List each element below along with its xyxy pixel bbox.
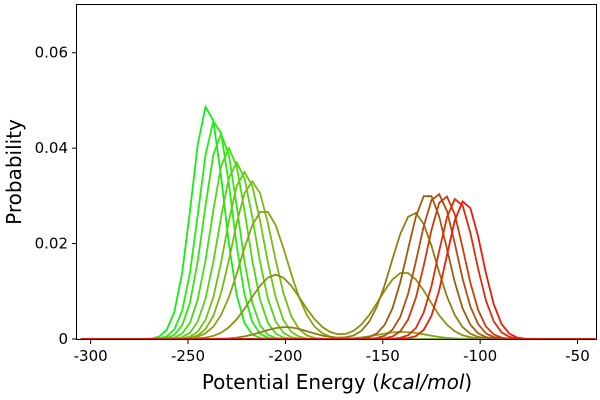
plot-series-group bbox=[80, 104, 596, 340]
series-line-5 bbox=[80, 160, 596, 340]
series-line-9 bbox=[80, 272, 596, 340]
series-line-2 bbox=[80, 118, 596, 340]
series-line-10 bbox=[80, 211, 596, 340]
x-tick-label: -50 bbox=[565, 347, 590, 365]
series-line-15 bbox=[80, 200, 596, 340]
series-line-7 bbox=[80, 179, 596, 340]
y-tick-label: 0 bbox=[58, 330, 68, 348]
y-axis: 0 0.02 0.04 0.06 bbox=[35, 44, 77, 348]
series-line-3 bbox=[80, 131, 596, 340]
x-axis: -300 -250 -200 -150 -100 -50 bbox=[74, 339, 590, 365]
series-line-11 bbox=[80, 195, 596, 340]
series-line-6 bbox=[80, 170, 596, 340]
x-axis-label: Potential Energy (kcal/mol) bbox=[202, 370, 472, 394]
series-line-12 bbox=[80, 192, 596, 340]
y-tick-label: 0.06 bbox=[35, 44, 68, 62]
x-tick-label: -200 bbox=[268, 347, 302, 365]
series-line-8 bbox=[80, 210, 596, 340]
x-tick-label: -150 bbox=[366, 347, 400, 365]
series-line-14 bbox=[80, 197, 596, 340]
plot-frame bbox=[76, 4, 597, 340]
x-tick-label: -100 bbox=[463, 347, 497, 365]
series-line-1 bbox=[80, 104, 596, 340]
y-tick-label: 0.02 bbox=[35, 235, 68, 253]
series-line-13 bbox=[80, 195, 596, 340]
x-tick-label: -250 bbox=[171, 347, 205, 365]
y-tick-label: 0.04 bbox=[35, 139, 68, 157]
x-tick-label: -300 bbox=[74, 347, 108, 365]
y-axis-label: Probability bbox=[2, 119, 26, 225]
series-line-4 bbox=[80, 145, 596, 340]
